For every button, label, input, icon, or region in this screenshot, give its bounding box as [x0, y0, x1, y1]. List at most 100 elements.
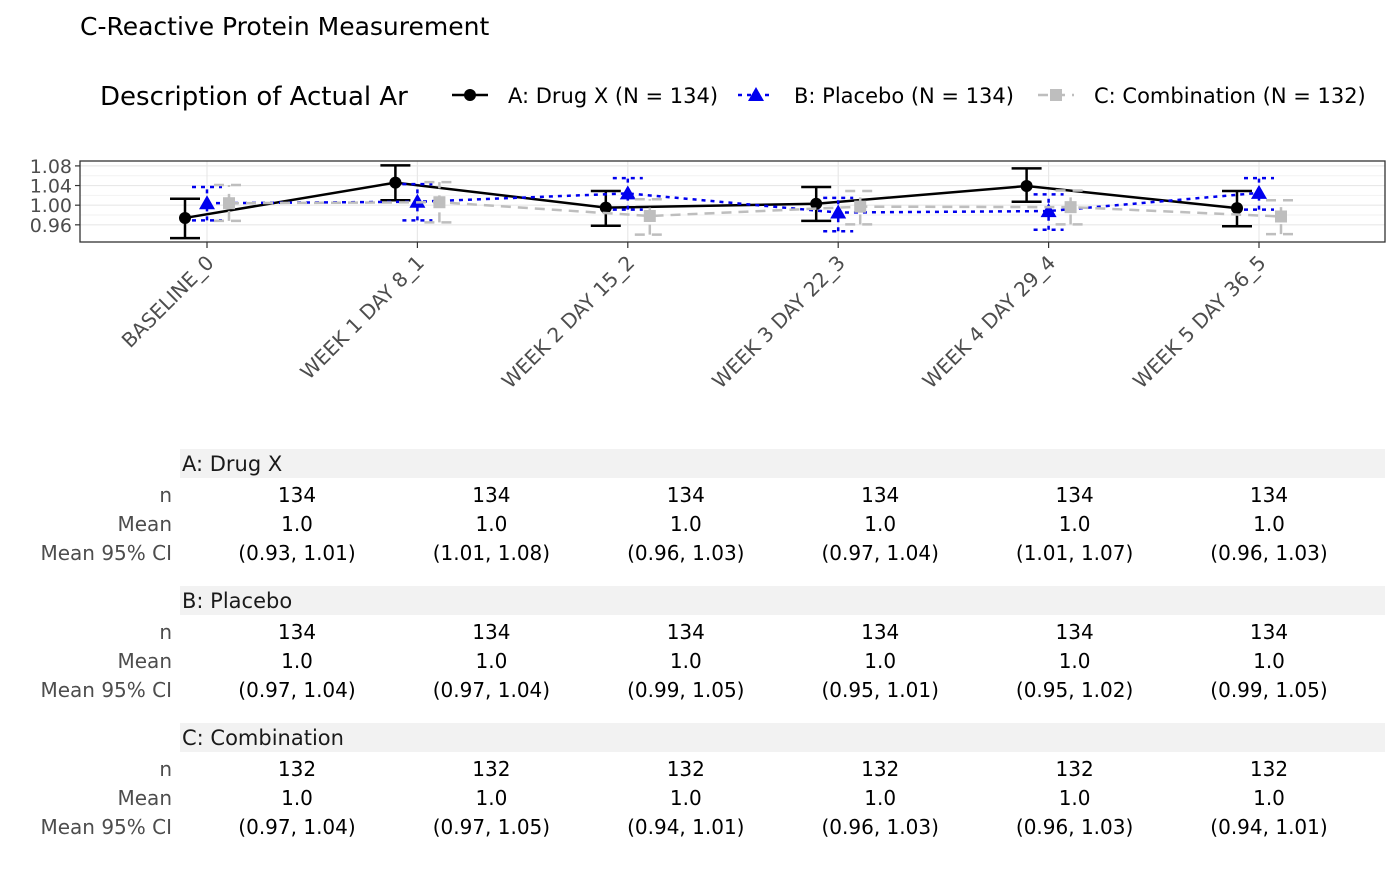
y-tick-label-3: 1.08 [30, 156, 72, 178]
table-group-header [180, 586, 1385, 615]
data-point-1-5 [1251, 184, 1267, 199]
table-cell: 134 [1056, 620, 1094, 644]
table-row-label: Mean 95% CI [40, 541, 172, 565]
table-group-0: A: Drug X n 134 134 134 134 134 134 Mean 1.0 1.0 1.… [40, 449, 1385, 565]
table-cell: 1.0 [281, 786, 313, 810]
table-group-header [180, 449, 1385, 478]
table-cell: 1.0 [864, 649, 896, 673]
series-line-2 [228, 200, 1282, 218]
table-cell: 132 [472, 757, 510, 781]
table-group-label: B: Placebo [182, 589, 292, 613]
table-cell: 1.0 [1253, 512, 1285, 536]
x-tick-label-5: WEEK 5 DAY 36_5 [1128, 251, 1271, 394]
table-cell: 132 [278, 757, 316, 781]
table-cell: (1.01, 1.08) [433, 541, 550, 565]
table-cell: (0.94, 1.01) [627, 815, 744, 839]
y-tick-label-2: 1.04 [30, 176, 72, 198]
table-cell: 134 [861, 620, 899, 644]
data-point-2-3 [854, 200, 867, 213]
table-cell: 132 [1250, 757, 1288, 781]
error-bar-2-3 [845, 189, 876, 226]
table-group-label: C: Combination [182, 726, 344, 750]
table-cell: 1.0 [864, 786, 896, 810]
legend-marker-1 [748, 87, 764, 101]
summary-table: A: Drug X n 134 134 134 134 134 134 Mean 1.0 1.0 1.… [40, 449, 1385, 839]
table-cell: (0.95, 1.01) [822, 678, 939, 702]
legend-label-1: B: Placebo (N = 134) [794, 84, 1014, 108]
table-cell: (0.97, 1.04) [238, 815, 355, 839]
table-row-label: Mean [118, 786, 173, 810]
table-cell: 134 [667, 483, 705, 507]
table-cell: 1.0 [1059, 649, 1091, 673]
x-tick-label-1: WEEK 1 DAY 8_1 [295, 251, 429, 385]
table-cell: 132 [1056, 757, 1094, 781]
table-cell: 1.0 [1253, 649, 1285, 673]
table-cell: (0.96, 1.03) [1210, 541, 1327, 565]
table-cell: 1.0 [670, 786, 702, 810]
x-tick-label-4: WEEK 4 DAY 29_4 [918, 251, 1061, 394]
data-point-2-4 [1064, 201, 1077, 214]
table-cell: (0.96, 1.03) [1016, 815, 1133, 839]
data-point-1-2 [619, 185, 636, 200]
table-row-label: Mean [118, 512, 173, 536]
table-cell: 1.0 [1059, 512, 1091, 536]
table-cell: (0.96, 1.03) [627, 541, 744, 565]
legend-label-0: A: Drug X (N = 134) [508, 84, 718, 108]
table-row-label: n [159, 620, 172, 644]
table-cell: (0.94, 1.01) [1210, 815, 1327, 839]
series-2 [214, 180, 1296, 236]
error-bar-2-4 [1055, 189, 1086, 226]
table-row-label: Mean [118, 649, 173, 673]
data-point-1-1 [409, 193, 426, 208]
table-group-header [180, 723, 1385, 752]
data-point-1-3 [830, 204, 847, 219]
legend: Description of Actual Ar A: Drug X (N = … [100, 82, 1366, 112]
table-group-label: A: Drug X [182, 452, 282, 476]
table-cell: 134 [472, 483, 510, 507]
table-cell: 1.0 [1253, 786, 1285, 810]
table-cell: (0.99, 1.05) [1210, 678, 1327, 702]
y-tick-label-1: 1.00 [30, 195, 72, 217]
table-cell: 134 [667, 620, 705, 644]
table-row-label: n [159, 483, 172, 507]
table-cell: 134 [278, 483, 316, 507]
table-row-label: Mean 95% CI [40, 678, 172, 702]
table-group-2: C: Combination n 132 132 132 132 132 132 Mean 1.0… [40, 723, 1385, 839]
data-point-2-2 [643, 209, 656, 222]
error-bar-1-3 [823, 196, 854, 233]
table-cell: (0.97, 1.04) [822, 541, 939, 565]
table-cell: 1.0 [1059, 786, 1091, 810]
data-point-1-0 [199, 195, 215, 210]
table-cell: (0.97, 1.05) [433, 815, 550, 839]
plot-area: 0.961.001.041.08 BASELINE_0 WEEK 1 DAY 8_1… [30, 156, 1386, 394]
data-point-0-4 [1020, 180, 1033, 193]
error-bar-1-4 [1033, 193, 1064, 231]
table-cell: 134 [1056, 483, 1094, 507]
table-cell: (0.97, 1.04) [238, 678, 355, 702]
x-tick-label-3: WEEK 3 DAY 22_3 [707, 251, 850, 394]
legend-label-2: C: Combination (N = 132) [1094, 84, 1366, 108]
table-cell: 134 [472, 620, 510, 644]
legend-title: Description of Actual Ar [100, 82, 408, 112]
data-point-2-0 [223, 197, 235, 210]
data-point-2-5 [1275, 210, 1287, 223]
y-tick-label-0: 0.96 [30, 215, 72, 237]
table-group-1: B: Placebo n 134 134 134 134 134 134 Mean 1.0 1.0 1… [40, 586, 1385, 702]
x-tick-label-0: BASELINE_0 [117, 251, 219, 353]
table-cell: (0.93, 1.01) [238, 541, 355, 565]
table-cell: 132 [861, 757, 899, 781]
table-cell: 1.0 [475, 786, 507, 810]
table-cell: 1.0 [475, 512, 507, 536]
data-point-0-2 [599, 201, 612, 214]
table-cell: (0.99, 1.05) [627, 678, 744, 702]
data-point-2-1 [433, 196, 446, 209]
table-cell: (0.96, 1.03) [822, 815, 939, 839]
legend-marker-2 [1050, 89, 1062, 101]
chart-title: C-Reactive Protein Measurement [80, 12, 489, 41]
table-cell: 1.0 [670, 649, 702, 673]
error-bar-1-0 [192, 185, 222, 222]
table-cell: 134 [278, 620, 316, 644]
table-cell: 132 [667, 757, 705, 781]
